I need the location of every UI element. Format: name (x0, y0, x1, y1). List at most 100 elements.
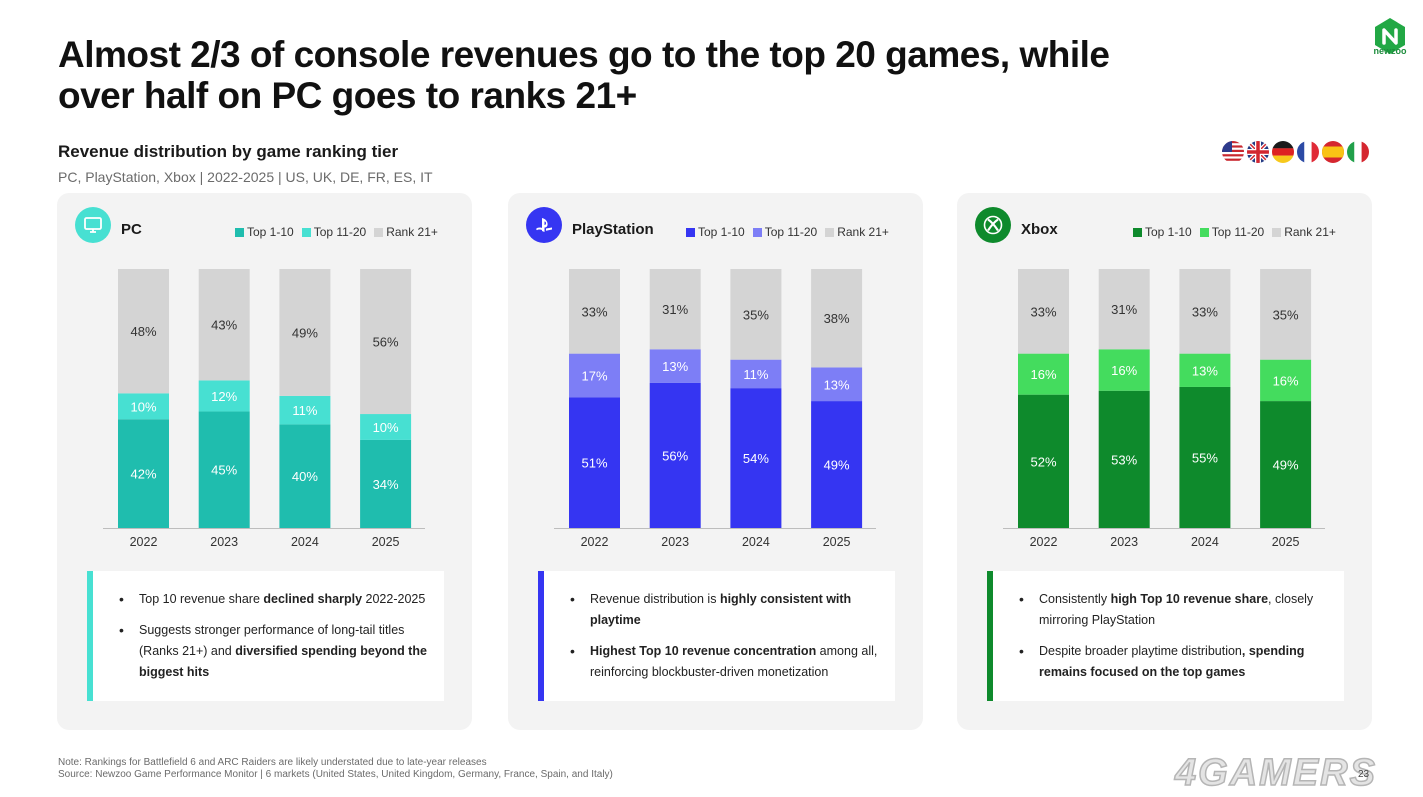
data-label-top-11-20: 13% (1192, 363, 1218, 378)
bar-segment-top-1-10 (279, 424, 331, 528)
source-line: Source: Newzoo Game Performance Monitor … (58, 769, 613, 780)
bar-segment-top-1-10 (1018, 394, 1069, 528)
legend-top-11-20: Top 11-20 (301, 225, 366, 239)
bar-segment-rank-21-plus (198, 269, 250, 381)
legend-top-1-10: Top 1-10 (235, 225, 294, 239)
legend-top-11-20: Top 11-20 (1199, 225, 1264, 239)
bar-segment-top-1-10 (1179, 386, 1231, 528)
panel-title: PC (121, 221, 142, 238)
uk-flag-icon (1247, 141, 1269, 163)
data-label-rank-21-plus: 56% (373, 335, 399, 350)
bar-segment-rank-21-plus (1179, 269, 1231, 354)
insight-item: Revenue distribution is highly consisten… (566, 589, 886, 631)
bar-segment-top-11-20 (279, 395, 331, 425)
title-line-2: over half on PC goes to ranks 21+ (58, 75, 637, 116)
chart-scope: PC, PlayStation, Xbox | 2022-2025 | US, … (58, 169, 433, 185)
xbox-panel: Xbox Top 1-10 Top 11-20 Rank 21+ 52% 16% 3… (957, 193, 1372, 730)
de-flag-icon (1272, 141, 1294, 163)
data-label-top-1-10: 49% (1273, 458, 1299, 473)
x-tick-label: 2023 (1110, 535, 1138, 549)
data-label-top-1-10: 55% (1192, 450, 1218, 465)
slide-title: Almost 2/3 of console revenues go to the… (58, 34, 1208, 116)
bar-segment-rank-21-plus (279, 269, 331, 396)
bar-segment-top-1-10 (649, 382, 701, 528)
bar-segment-top-1-10 (569, 397, 620, 528)
xbox-stacked-bar-chart: 52% 16% 33% 2022 53% 16% 31% 2023 55% 13% 33% 2024 4… (1003, 269, 1325, 549)
data-label-top-11-20: 16% (1030, 367, 1056, 382)
bar-segment-top-11-20 (1260, 359, 1312, 402)
pc-stacked-bar-chart: 42% 10% 48% 2022 45% 12% 43% 2023 40% 11% 49% 2024 3… (103, 269, 425, 549)
x-tick-label: 2024 (742, 535, 770, 549)
pc-insights: Top 10 revenue share declined sharply 20… (87, 571, 444, 701)
data-label-rank-21-plus: 31% (1111, 302, 1137, 317)
bar-segment-rank-21-plus (569, 269, 620, 354)
playstation-stacked-bar-chart: 51% 17% 33% 2022 56% 13% 31% 2023 54% 11% 35% 2024 4… (554, 269, 876, 549)
playstation-insights: Revenue distribution is highly consisten… (538, 571, 895, 701)
data-label-rank-21-plus: 35% (743, 307, 769, 322)
x-tick-label: 2022 (1030, 535, 1058, 549)
x-tick-label: 2025 (1272, 535, 1300, 549)
bar-segment-top-1-10 (360, 439, 412, 528)
legend-top-11-20: Top 11-20 (752, 225, 817, 239)
bar-segment-top-1-10 (1098, 390, 1150, 528)
chart-legend: Top 1-10 Top 11-20 Rank 21+ (235, 225, 438, 239)
x-tick-label: 2025 (823, 535, 851, 549)
fr-flag-icon (1297, 141, 1319, 163)
bar-segment-top-11-20 (198, 380, 250, 412)
data-label-rank-21-plus: 33% (1030, 304, 1056, 319)
pc-panel: PC Top 1-10 Top 11-20 Rank 21+ 42% 10% 48%… (57, 193, 472, 730)
insight-item: Suggests stronger performance of long-ta… (115, 620, 435, 683)
us-flag-icon (1222, 141, 1244, 163)
insight-item: Top 10 revenue share declined sharply 20… (115, 589, 435, 610)
bar-segment-rank-21-plus (811, 269, 863, 368)
bar-segment-rank-21-plus (1018, 269, 1069, 354)
playstation-logo-icon (526, 207, 562, 243)
data-label-top-1-10: 42% (130, 467, 156, 482)
data-label-top-11-20: 13% (662, 359, 688, 374)
market-flags (1222, 141, 1369, 163)
it-flag-icon (1347, 141, 1369, 163)
data-label-top-11-20: 13% (824, 377, 850, 392)
x-tick-label: 2022 (581, 535, 609, 549)
chart-legend: Top 1-10 Top 11-20 Rank 21+ (686, 225, 889, 239)
data-label-top-1-10: 51% (581, 456, 607, 471)
x-tick-label: 2022 (130, 535, 158, 549)
data-label-top-1-10: 56% (662, 448, 688, 463)
bar-segment-rank-21-plus (118, 269, 169, 394)
xbox-insights: Consistently high Top 10 revenue share, … (987, 571, 1344, 701)
footnote: Note: Rankings for Battlefield 6 and ARC… (58, 757, 613, 781)
accent-bar (987, 571, 993, 701)
bar-segment-top-1-10 (730, 388, 782, 528)
data-label-rank-21-plus: 43% (211, 318, 237, 333)
newzoo-logo-icon (1375, 18, 1405, 54)
chart-subtitle: Revenue distribution by game ranking tie… (58, 142, 399, 161)
data-label-top-11-20: 16% (1111, 363, 1137, 378)
data-label-top-11-20: 17% (581, 368, 607, 383)
insight-list: Top 10 revenue share declined sharply 20… (115, 589, 435, 693)
title-line-1: Almost 2/3 of console revenues go to the… (58, 34, 1110, 75)
x-tick-label: 2025 (372, 535, 400, 549)
insight-list: Consistently high Top 10 revenue share, … (1015, 589, 1335, 693)
bar-segment-rank-21-plus (730, 269, 782, 360)
bar-segment-top-11-20 (118, 393, 169, 420)
data-label-rank-21-plus: 35% (1273, 307, 1299, 322)
legend-top-1-10: Top 1-10 (686, 225, 745, 239)
legend-rank-21-plus: Rank 21+ (374, 225, 438, 239)
bar-segment-rank-21-plus (1260, 269, 1312, 360)
note-line: Note: Rankings for Battlefield 6 and ARC… (58, 757, 487, 768)
insight-item: Highest Top 10 revenue concentration amo… (566, 641, 886, 683)
data-label-top-1-10: 34% (373, 477, 399, 492)
bar-segment-rank-21-plus (649, 269, 701, 350)
x-tick-label: 2023 (661, 535, 689, 549)
bar-segment-rank-21-plus (1098, 269, 1150, 350)
bar-segment-top-11-20 (811, 367, 863, 402)
x-tick-label: 2024 (1191, 535, 1219, 549)
data-label-top-11-20: 12% (211, 389, 237, 404)
bar-segment-top-1-10 (118, 419, 169, 528)
data-label-rank-21-plus: 48% (130, 324, 156, 339)
data-label-top-1-10: 54% (743, 451, 769, 466)
data-label-rank-21-plus: 38% (824, 311, 850, 326)
bar-segment-rank-21-plus (360, 269, 412, 415)
insight-item: Consistently high Top 10 revenue share, … (1015, 589, 1335, 631)
bar-segment-top-1-10 (198, 411, 250, 528)
